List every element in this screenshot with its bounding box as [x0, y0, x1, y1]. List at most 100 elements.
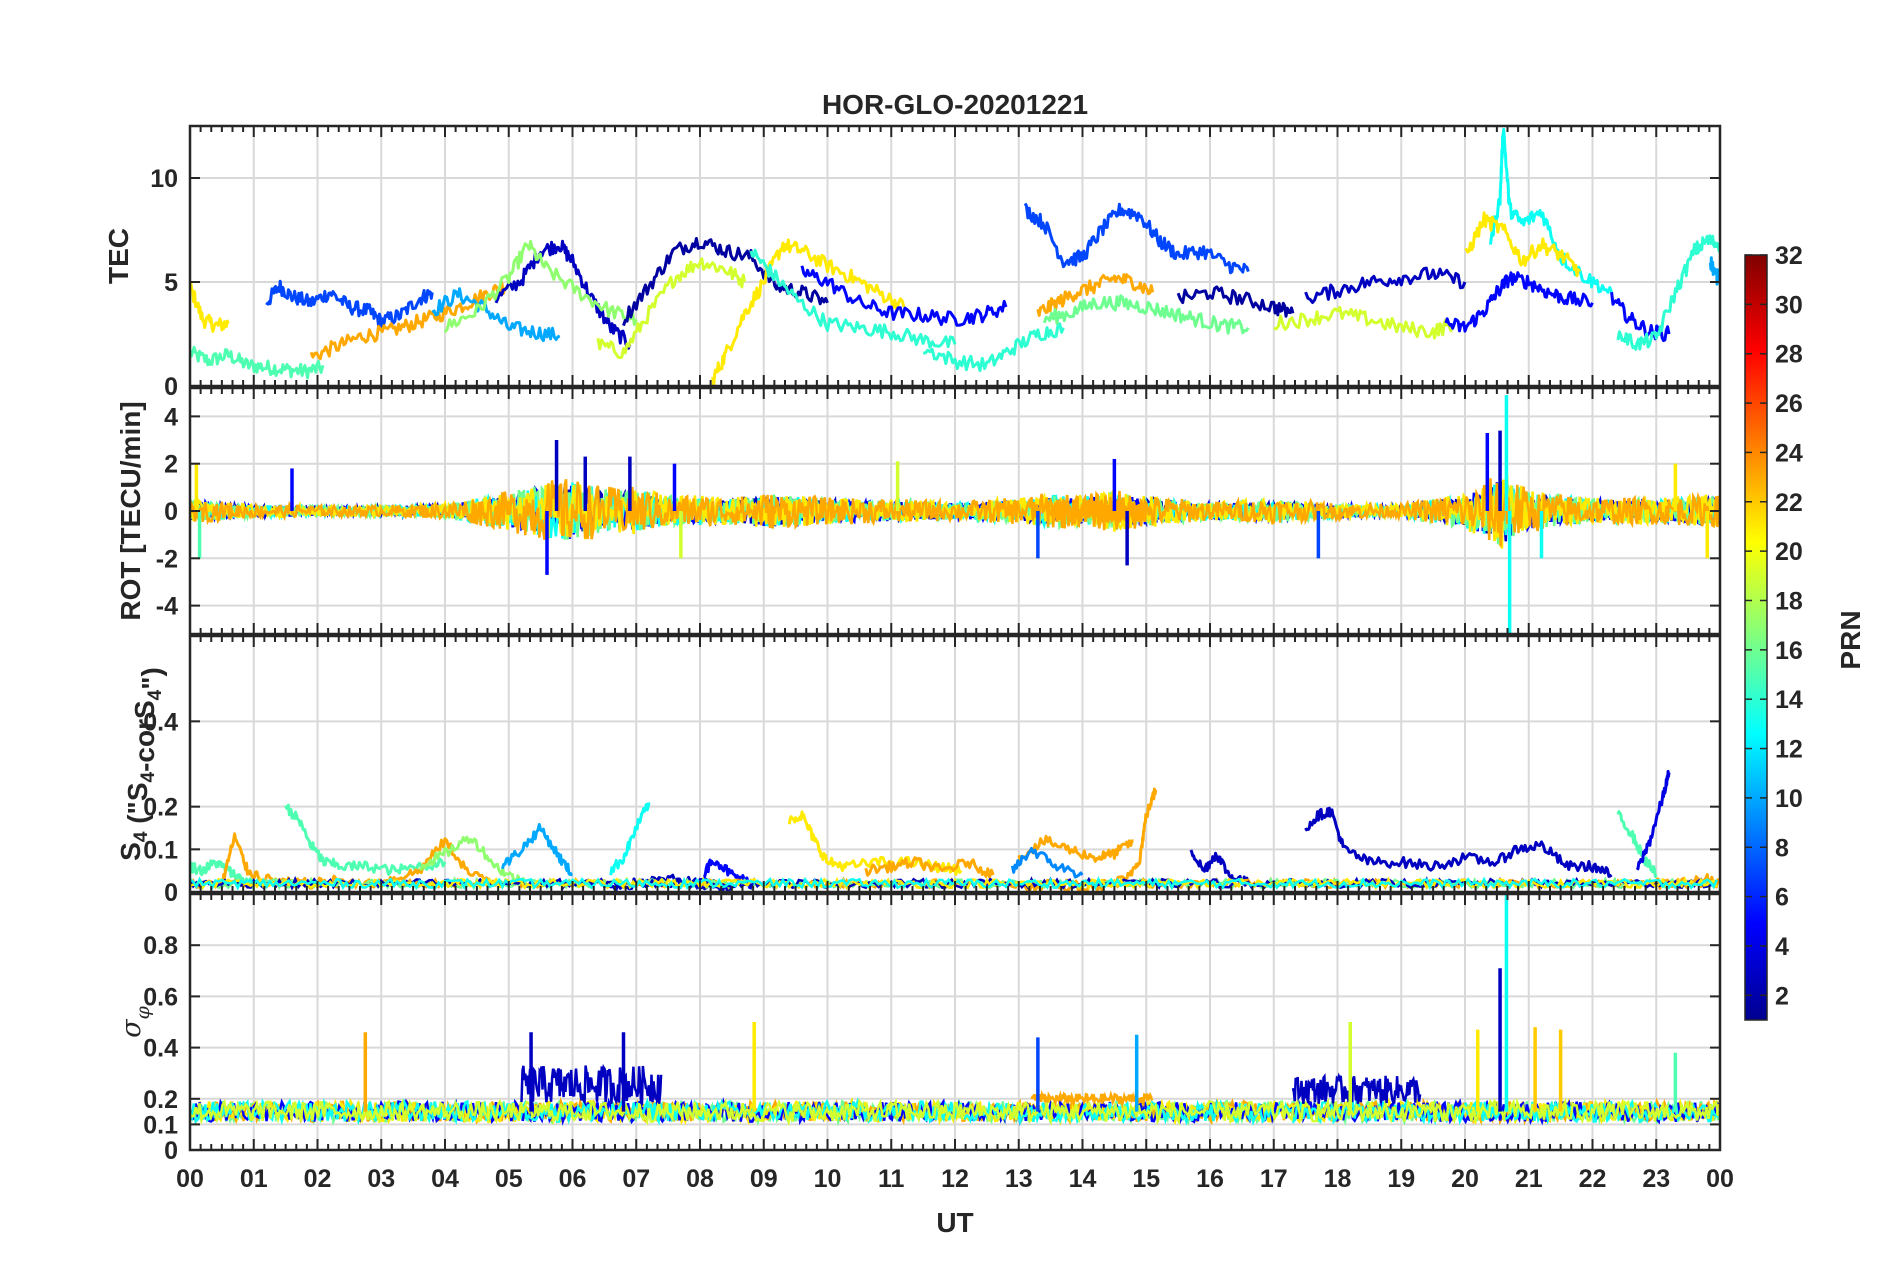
colorbar-tick-label: 22 [1775, 489, 1803, 517]
y-tick-label: 0.2 [143, 794, 178, 822]
x-tick-label: 02 [304, 1165, 332, 1193]
data-traces [190, 127, 1720, 386]
series-line-prn-4 [1635, 769, 1671, 871]
y-axis-title: TEC [103, 228, 134, 284]
colorbar-tick-label: 28 [1775, 341, 1803, 369]
y-tick-label: 0.8 [143, 932, 178, 960]
colorbar-tick-label: 30 [1775, 291, 1803, 319]
x-tick-label: 22 [1579, 1165, 1607, 1193]
series-line-prn-10 [500, 823, 574, 877]
series-line-prn-15 [190, 345, 325, 380]
y-tick-label: 5 [164, 269, 178, 297]
rot-trace-prn-23 [190, 478, 1720, 547]
x-tick-label: 18 [1324, 1165, 1352, 1193]
series-line-prn-17 [419, 835, 536, 889]
x-tick-label: 12 [941, 1165, 969, 1193]
series-line-prn-7 [265, 279, 434, 330]
series-line-prn-9 [1010, 846, 1084, 879]
series-line-prn-14 [1616, 234, 1720, 351]
series-line-prn-19 [1273, 305, 1454, 340]
x-tick-label: 09 [750, 1165, 778, 1193]
rot-trace-band [1049, 493, 1148, 526]
colorbar-tick-label: 24 [1775, 439, 1803, 467]
y-tick-label: 4 [164, 403, 178, 431]
y-tick-label: 0 [164, 879, 178, 907]
series-line-prn-21 [711, 238, 906, 386]
series-line-prn-5 [800, 265, 1008, 327]
panel-s4: 0 0.1 0.2 0.4S4 ("S4-corS4") [115, 634, 1722, 907]
series-line-prn-15 [284, 803, 447, 876]
y-axis-title: S4 ("S4-corS4") [115, 667, 167, 861]
series-line-prn-5 [1444, 271, 1594, 333]
x-tick-label: 16 [1196, 1165, 1224, 1193]
y-tick-label: 2 [164, 451, 178, 479]
x-tick-label: 03 [367, 1165, 395, 1193]
x-tick-label: 00 [1706, 1165, 1734, 1193]
x-minor-ticks [189, 388, 1721, 634]
x-tick-label: 17 [1260, 1165, 1288, 1193]
x-axis-title: UT [936, 1207, 973, 1238]
x-minor-ticks [189, 894, 1721, 1150]
series-line-prn-23 [864, 856, 995, 879]
series-line-prn-23 [1036, 273, 1155, 317]
colorbar-tick-label: 26 [1775, 390, 1803, 418]
y-tick-label: 0.4 [143, 708, 178, 736]
figure-title: HOR-GLO-20201221 [822, 89, 1088, 120]
x-tick-label: 01 [240, 1165, 268, 1193]
series-line-prn-19 [596, 257, 747, 360]
sigma-trace-prn-19 [190, 1097, 1720, 1127]
x-tick-label: 15 [1132, 1165, 1160, 1193]
x-tick-label: 23 [1642, 1165, 1670, 1193]
series-line-prn-2 [1176, 285, 1295, 318]
series-line-prn-21 [190, 281, 230, 333]
y-tick-label: 0.4 [143, 1035, 178, 1063]
y-tick-label: 0.2 [143, 1086, 178, 1114]
x-tick-label: 07 [622, 1165, 650, 1193]
y-tick-label: 0 [164, 373, 178, 401]
colorbar-gradient [1744, 254, 1768, 1021]
series-line-prn-14 [749, 248, 957, 349]
y-axis-title: σφ [116, 1005, 154, 1037]
series-line-prn-10 [431, 287, 561, 343]
y-tick-label: -2 [156, 545, 178, 573]
series-line-prn-21 [1464, 211, 1581, 278]
x-tick-labels: 00 01 02 03 04 05 06 07 08 09 10 11 12 13 14 15 16 17 18 19… [176, 1165, 1734, 1193]
x-tick-label: 11 [878, 1165, 905, 1193]
series-line-prn-17 [443, 239, 638, 334]
colorbar-tick-label: 20 [1775, 538, 1803, 566]
x-tick-label: 19 [1387, 1165, 1415, 1193]
y-tick-label: 0.1 [143, 1111, 178, 1139]
panel-tec: 0 5 10 TEC [103, 124, 1722, 401]
x-minor-ticks [189, 636, 1721, 892]
x-tick-label: 20 [1451, 1165, 1479, 1193]
sigma-episode-prn-3 [520, 1063, 663, 1107]
colorbar-tick-label: 12 [1775, 736, 1803, 764]
data-traces [190, 894, 1720, 1127]
x-tick-label: 00 [176, 1165, 204, 1193]
series-line-prn-15 [190, 859, 256, 890]
y-tick-label: 0.6 [143, 983, 178, 1011]
series-line-prn-23 [1017, 834, 1134, 863]
colorbar-tick-label: 8 [1775, 834, 1789, 862]
series-line-prn-3 [1304, 266, 1467, 304]
x-tick-label: 10 [814, 1165, 842, 1193]
x-tick-label: 14 [1069, 1165, 1097, 1193]
series-line-prn-3 [494, 239, 632, 350]
series-line-prn-13 [609, 802, 651, 876]
colorbar-tick-label: 10 [1775, 785, 1803, 813]
panel-rot: -4 -2 0 2 4 ROT [TECU/min] [115, 386, 1722, 636]
y-tick-label: 10 [150, 165, 178, 193]
series-line-prn-16 [1042, 294, 1250, 335]
y-tick-label: 0 [164, 1137, 178, 1165]
colorbar-label: PRN [1835, 610, 1866, 669]
x-tick-label: 21 [1515, 1165, 1543, 1193]
series-line-prn-14 [922, 322, 1065, 373]
colorbar-tick-label: 6 [1775, 884, 1789, 912]
series-line-prn-3 [1304, 806, 1613, 878]
colorbar-tick-label: 2 [1775, 982, 1789, 1010]
x-tick-label: 08 [686, 1165, 714, 1193]
